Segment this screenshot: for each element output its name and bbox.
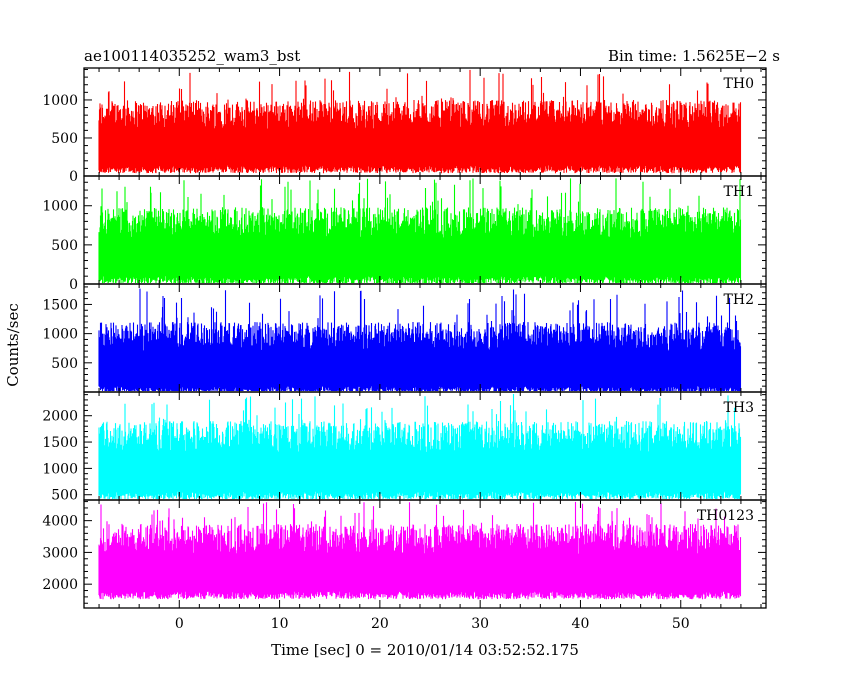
panel-th0123: 2000 3000 4000 TH0123 (42, 499, 767, 609)
series-label-th3: TH3 (724, 400, 754, 416)
panel-th3: 500 1000 1500 2000 TH3 (42, 391, 767, 504)
y-tick-label: 2000 (42, 577, 78, 593)
y-tick-label: 1000 (42, 327, 78, 343)
y-tick-label: 500 (51, 238, 78, 254)
series-line-th0 (98, 69, 742, 174)
x-tick-label: 20 (371, 616, 389, 632)
x-tick-label: 0 (175, 616, 184, 632)
y-tick-label: 0 (69, 169, 78, 185)
series-label-th0123: TH0123 (697, 508, 754, 524)
x-tick-label: 30 (471, 616, 489, 632)
series-line-th0123 (98, 501, 742, 600)
x-tick-label: 50 (672, 616, 690, 632)
y-tick-label: 2000 (42, 409, 78, 425)
bin-time-label: Bin time: 1.5625E−2 s (608, 47, 780, 65)
y-tick-label: 500 (51, 356, 78, 372)
x-tick-labels: 0 10 20 30 40 50 (175, 616, 690, 632)
series-line-th3 (98, 394, 742, 499)
series-label-th2: TH2 (724, 292, 754, 308)
x-axis-label: Time [sec] 0 = 2010/01/14 03:52:52.175 (271, 641, 579, 659)
series-line-th2 (98, 288, 742, 391)
y-tick-label: 1000 (42, 461, 78, 477)
y-tick-label: 1500 (42, 435, 78, 451)
panel-th1: 0 500 1000 TH1 (42, 175, 767, 293)
y-tick-label: 1000 (42, 93, 78, 109)
y-tick-label: 4000 (42, 514, 78, 530)
y-tick-label: 500 (51, 131, 78, 147)
series-line-th1 (98, 178, 742, 283)
y-axis-label: Counts/sec (4, 303, 22, 387)
chart-title: ae100114035252_wam3_bst (84, 47, 300, 65)
y-tick-label: 500 (51, 488, 78, 504)
series-label-th0: TH0 (724, 76, 754, 92)
series-label-th1: TH1 (724, 184, 754, 200)
panel-th2: 500 1000 1500 TH2 (42, 283, 767, 393)
y-tick-label: 0 (69, 277, 78, 293)
x-tick-label: 40 (572, 616, 590, 632)
y-tick-label: 1500 (42, 297, 78, 313)
x-tick-label: 10 (271, 616, 289, 632)
y-tick-label: 1000 (42, 199, 78, 215)
y-tick-label: 3000 (42, 545, 78, 561)
panel-th0: 0 500 1000 TH0 (42, 67, 767, 185)
panel-frame (83, 499, 767, 609)
chart-panels: 0 500 1000 TH0 0 500 1000 TH1 500 1000 1500 TH2 500 1… (42, 67, 767, 609)
